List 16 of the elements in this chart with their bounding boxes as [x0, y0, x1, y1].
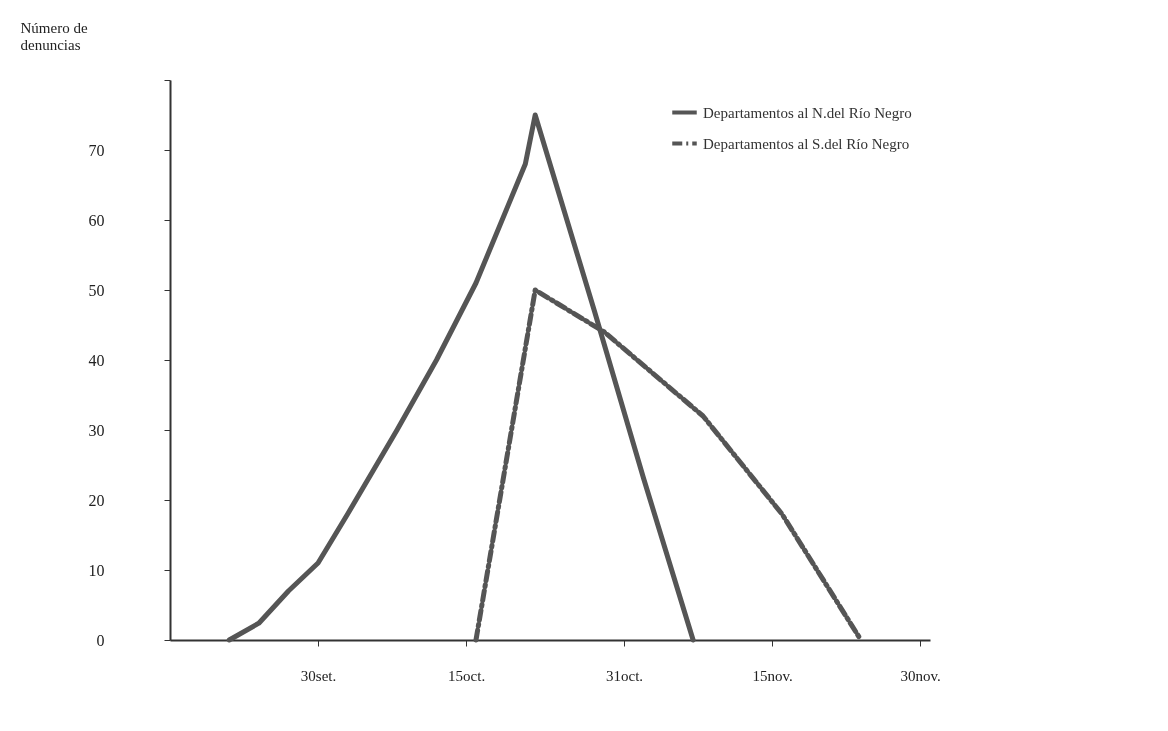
y-axis-title: Número de denuncias — [20, 19, 88, 53]
y-tick-label: 40 — [88, 351, 105, 369]
x-tick-label: 15oct. — [448, 667, 486, 684]
y-tick-label: 30 — [88, 421, 105, 439]
legend-label: Departamentos al N.del Río Negro — [703, 104, 912, 121]
y-tick-label: 20 — [88, 491, 105, 509]
x-tick-label: 30set. — [300, 667, 337, 684]
y-tick-label: 0 — [96, 631, 105, 649]
y-tick-label: 10 — [88, 561, 105, 579]
y-tick-label: 60 — [88, 211, 105, 229]
y-tick-label: 50 — [88, 281, 105, 299]
y-tick-label: 70 — [88, 141, 105, 159]
x-tick-label: 15nov. — [752, 667, 793, 684]
x-tick-label: 30nov. — [900, 667, 941, 684]
x-tick-label: 31oct. — [605, 667, 644, 684]
legend-label: Departamentos al S.del Río Negro — [703, 135, 910, 152]
